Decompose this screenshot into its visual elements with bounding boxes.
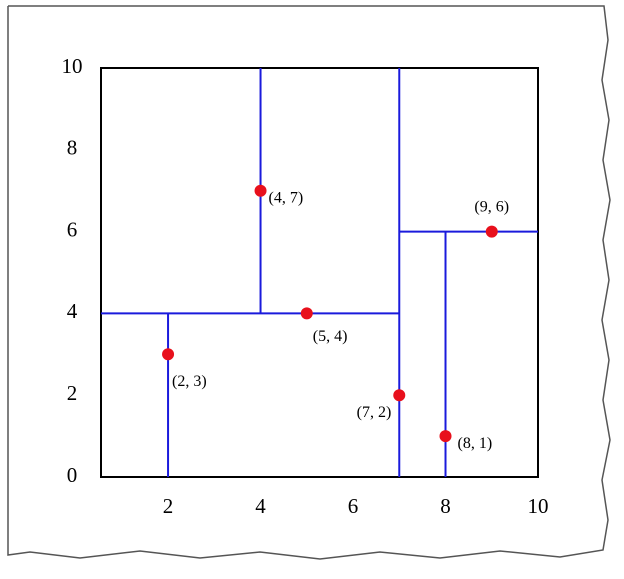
point xyxy=(254,184,267,197)
plot-frame xyxy=(100,67,539,478)
x-tick-label: 6 xyxy=(348,494,359,518)
point-label: (2, 3) xyxy=(172,373,207,390)
y-tick-label: 8 xyxy=(67,136,78,160)
y-tick-label: 10 xyxy=(62,54,83,78)
point-label: (9, 6) xyxy=(474,198,509,215)
point-label: (8, 1) xyxy=(458,435,493,452)
x-tick-label: 4 xyxy=(255,494,266,518)
y-tick-label: 4 xyxy=(67,299,78,323)
frame-border xyxy=(7,5,611,560)
point xyxy=(485,225,498,238)
point xyxy=(393,389,406,402)
y-tick-label: 0 xyxy=(67,463,78,487)
y-tick-label: 6 xyxy=(67,217,78,241)
point-label: (5, 4) xyxy=(313,328,348,345)
point xyxy=(162,348,175,361)
point xyxy=(439,430,452,443)
point xyxy=(300,307,313,320)
point-label: (7, 2) xyxy=(357,404,392,421)
x-tick-label: 10 xyxy=(528,494,549,518)
x-tick-label: 8 xyxy=(440,494,451,518)
point-label: (4, 7) xyxy=(269,189,304,206)
y-tick-label: 2 xyxy=(67,381,78,405)
x-tick-label: 2 xyxy=(163,494,174,518)
